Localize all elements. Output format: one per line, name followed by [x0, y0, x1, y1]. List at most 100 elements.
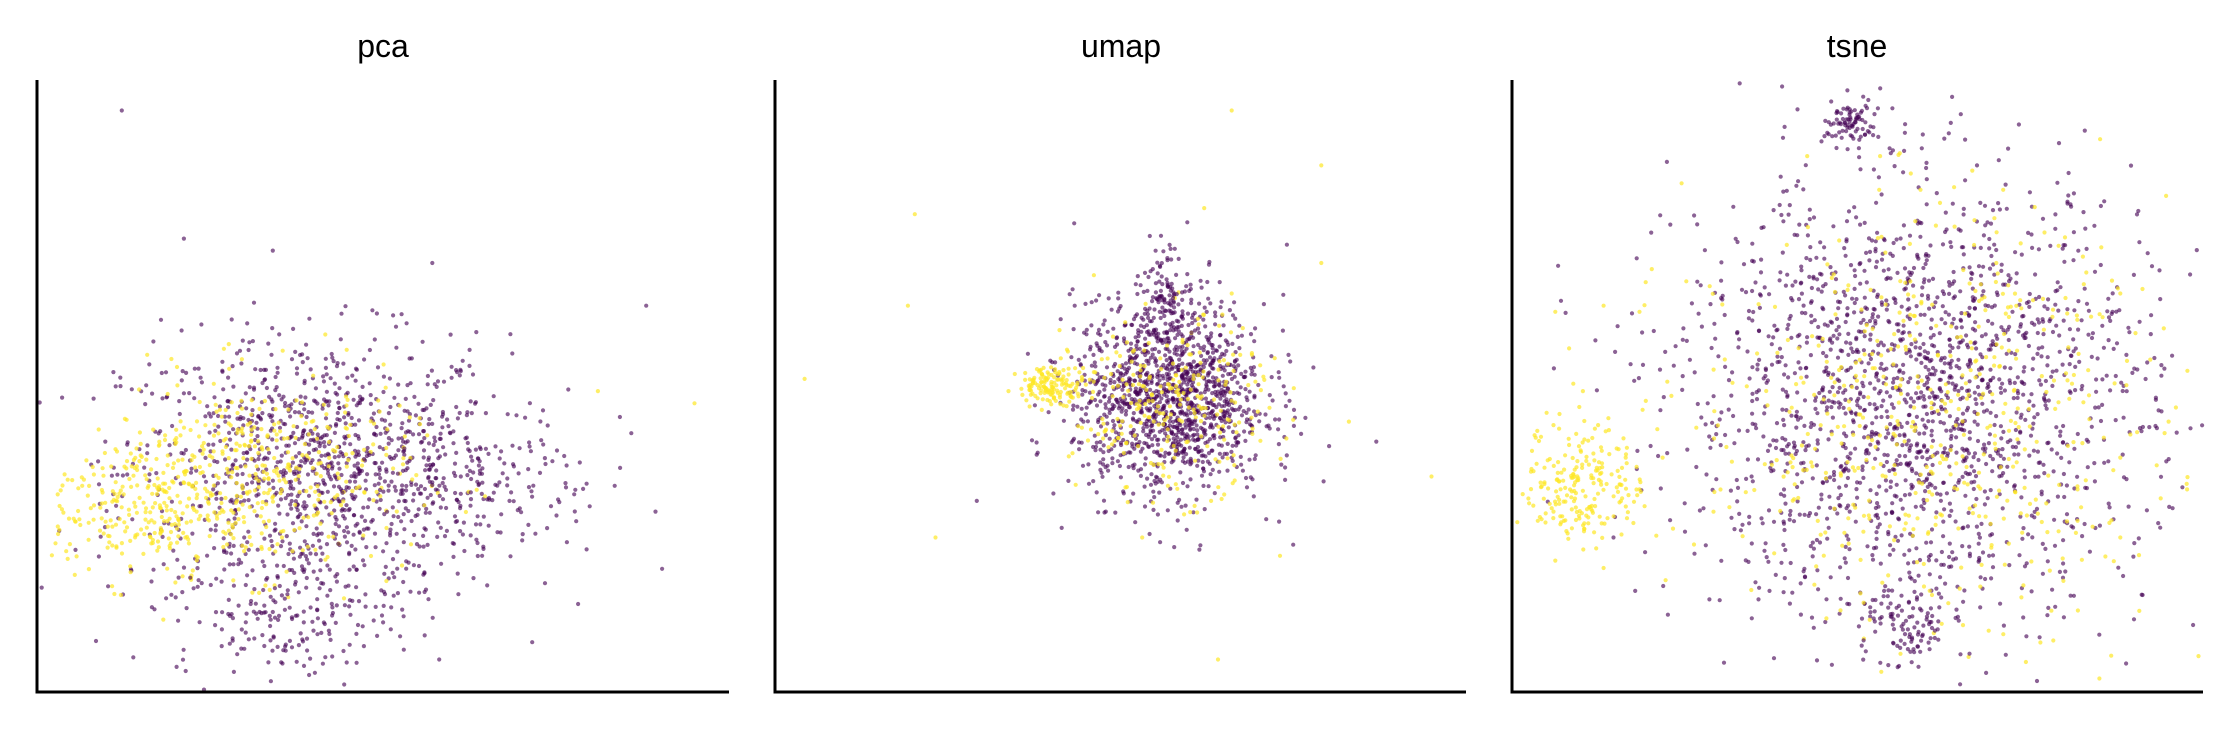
point-pca-group_b-1146	[305, 544, 310, 549]
point-umap-group_b-1480	[1126, 388, 1131, 393]
point-pca-group_b-1650	[67, 542, 72, 547]
point-pca-group_a-626	[390, 505, 395, 510]
point-umap-group_a-496	[1286, 352, 1291, 357]
point-pca-group_a-59	[311, 569, 316, 574]
point-pca-group_a-250	[342, 534, 347, 539]
point-pca-group_b-1499	[240, 426, 245, 431]
point-tsne-group_a-931	[2036, 247, 2041, 252]
point-tsne-group_a-420	[1943, 310, 1948, 315]
point-pca-group_a-96	[145, 451, 150, 456]
point-tsne-group_a-220	[1943, 229, 1948, 235]
point-umap-group_a-98	[1107, 407, 1112, 412]
point-pca-group_b-1217	[190, 484, 195, 489]
point-pca-group_a-170	[319, 531, 324, 536]
point-tsne-group_a-943	[1948, 120, 1953, 125]
point-tsne-group_a-436	[1816, 505, 1821, 510]
point-umap-group_a-1244	[1048, 358, 1053, 363]
point-pca-group_a-888	[266, 481, 271, 486]
point-pca-group_a-446	[279, 453, 284, 458]
point-pca-group_b-1373	[145, 352, 150, 357]
point-pca-group_a-346	[177, 411, 182, 417]
point-tsne-group_a-406	[2063, 569, 2068, 574]
point-umap-group_a-1191	[1202, 305, 1207, 310]
point-tsne-group_a-764	[2057, 569, 2062, 575]
point-umap-group_a-527	[1098, 447, 1103, 452]
point-pca-group_a-1839	[476, 456, 481, 461]
point-pca-group_b-1462	[260, 463, 265, 468]
point-pca-group_a-2059	[282, 607, 287, 612]
point-tsne-group_a-131	[1805, 335, 1810, 340]
point-umap-group_a-894	[1177, 497, 1182, 502]
point-tsne-group_a-172	[1894, 237, 1899, 242]
point-tsne-group_a-77	[1943, 321, 1948, 326]
point-umap-group_a-741	[1162, 382, 1168, 387]
point-pca-group_b-1110	[348, 422, 353, 427]
point-tsne-group_a-755	[2105, 309, 2110, 314]
point-pca-group_a-127	[388, 404, 393, 410]
point-pca-group_b-1643	[81, 477, 86, 482]
point-pca-group_b-1148	[76, 486, 81, 491]
point-umap-group_b-1649	[1058, 389, 1063, 395]
point-pca-group_a-61	[396, 382, 401, 387]
point-pca-group_a-1990	[252, 636, 257, 641]
point-pca-group_a-263	[163, 370, 169, 375]
point-pca-group_a-861	[262, 563, 267, 569]
point-pca-group_a-1964	[271, 598, 276, 603]
point-umap-group_b-1497	[1199, 394, 1204, 399]
point-pca-group_a-1866	[430, 501, 435, 506]
point-umap-group_b-1539	[1173, 482, 1178, 487]
point-pca-group_a-960	[402, 408, 407, 413]
point-umap-group_a-1151	[1149, 423, 1154, 429]
point-pca-group_a-1757	[389, 479, 394, 484]
point-pca-group_b-1729	[172, 522, 178, 527]
point-umap-group_a-1100	[1124, 408, 1129, 414]
point-tsne-group_a-531	[1987, 553, 1992, 558]
point-pca-group_b-1623	[159, 514, 164, 520]
point-umap-group_a-1748	[1174, 272, 1179, 277]
point-pca-group_a-361	[255, 434, 260, 439]
point-tsne-group_a-267	[1868, 337, 1873, 342]
point-tsne-group_a-314	[2147, 425, 2152, 430]
point-pca-group_b-1424	[241, 515, 246, 520]
point-pca-group_b-1119	[239, 398, 244, 403]
point-umap-group_a-522	[1168, 486, 1173, 491]
point-umap-group_b-1798	[1215, 657, 1221, 662]
point-umap-group_a-9	[1253, 413, 1258, 418]
point-pca-group_a-98	[199, 322, 204, 327]
point-umap-group_b-1665	[1039, 380, 1044, 385]
point-pca-group_a-858	[409, 482, 414, 487]
point-pca-group_b-1707	[175, 540, 180, 545]
point-pca-group_a-1848	[480, 480, 485, 485]
point-pca-group_a-958	[206, 442, 211, 447]
point-pca-group_b-1656	[109, 464, 114, 469]
point-umap-group_a-1017	[1066, 478, 1071, 483]
point-pca-group_a-413	[449, 364, 454, 369]
point-pca-group_b-1298	[223, 436, 228, 441]
point-pca-group_a-2014	[372, 531, 378, 536]
point-pca-group_a-1944	[242, 646, 247, 651]
point-pca-group_a-70	[254, 513, 260, 518]
point-umap-group_a-364	[1094, 490, 1099, 495]
point-pca-group_a-2042	[317, 586, 322, 591]
point-tsne-group_a-867	[1665, 612, 1670, 617]
point-tsne-group_a-112	[2097, 632, 2102, 637]
point-pca-group_a-490	[370, 308, 375, 313]
point-pca-group_a-313	[403, 506, 408, 511]
point-umap-group_a-873	[1128, 430, 1133, 435]
point-pca-group_b-1458	[203, 486, 208, 491]
point-tsne-group_a-130	[2024, 634, 2029, 639]
point-pca-group_a-145	[287, 541, 292, 546]
point-umap-group_b-1464	[1112, 438, 1117, 444]
point-umap-group_b-1788	[1229, 291, 1234, 296]
point-pca-group_a-1790	[447, 430, 452, 435]
point-tsne-group_a-987	[1894, 322, 1899, 327]
point-pca-group_a-451	[545, 423, 550, 428]
point-pca-group_b-1288	[234, 493, 239, 498]
point-tsne-group_a-174	[2149, 313, 2154, 318]
point-umap-group_b-1683	[1080, 377, 1085, 382]
point-pca-group_a-459	[222, 480, 227, 485]
point-umap-group_a-960	[1276, 442, 1281, 447]
point-tsne-group_a-902	[2053, 226, 2058, 231]
point-pca-group_a-1772	[426, 476, 431, 481]
point-tsne-group_a-442	[1909, 482, 1914, 487]
